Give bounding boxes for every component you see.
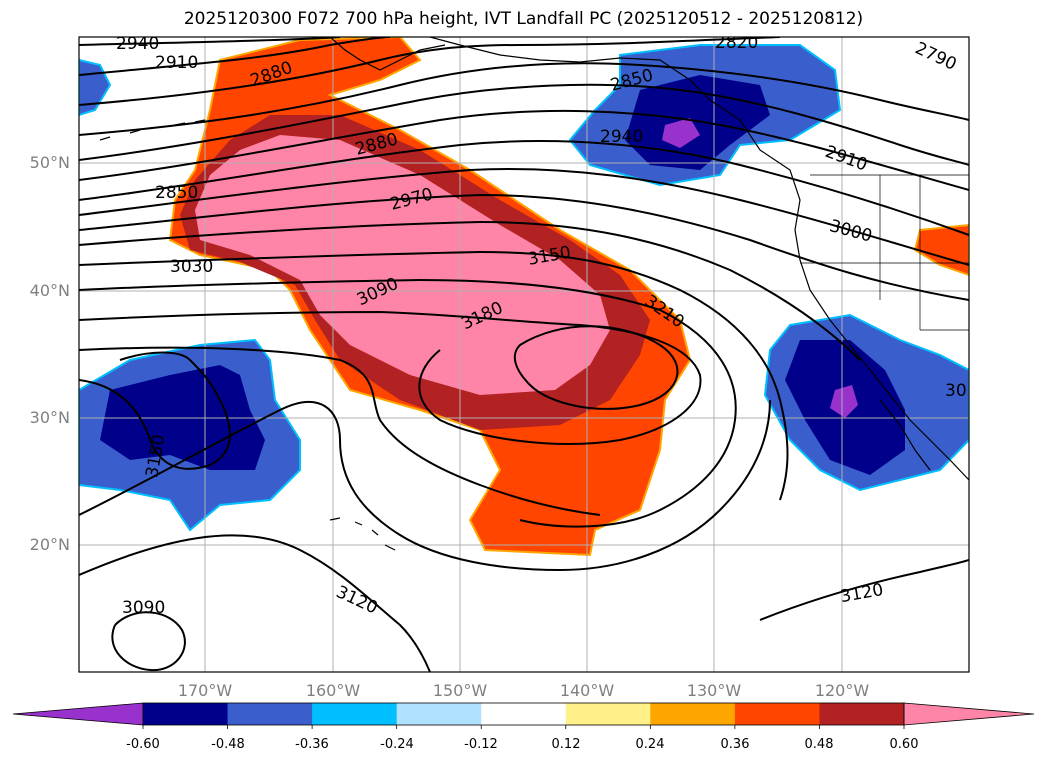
contour-label: 2940 <box>600 127 643 147</box>
map-panel: 2940 2910 2880 2820 2850 2790 2940 2880 … <box>79 33 969 672</box>
colorbar-segment <box>819 703 905 725</box>
lat-label: 30°N <box>29 408 70 427</box>
colorbar-tick-label: 0.60 <box>889 737 919 752</box>
colorbar-tick-label: 0.36 <box>720 737 750 752</box>
colorbar-segment <box>396 703 482 725</box>
height-contours <box>79 37 969 672</box>
lon-label: 150°W <box>432 681 488 700</box>
contour-label: 2850 <box>155 183 198 203</box>
lat-label: 40°N <box>29 281 70 300</box>
contour-label: 3030 <box>170 257 213 277</box>
lat-label: 50°N <box>29 153 70 172</box>
colorbar-tick-label: 0.48 <box>804 737 834 752</box>
colorbar-tick-label: -0.24 <box>380 737 414 752</box>
colorbar-tick-label: -0.12 <box>464 737 498 752</box>
colorbar-extend-left <box>12 702 144 726</box>
lon-label: 170°W <box>177 681 233 700</box>
colorbar-extend-right <box>903 702 1035 726</box>
colorbar-segment <box>481 703 567 725</box>
colorbar-tick-label: -0.60 <box>126 737 160 752</box>
colorbar-tick-label: -0.48 <box>211 737 245 752</box>
map-frame <box>78 36 970 673</box>
lon-label: 130°W <box>686 681 742 700</box>
colorbar-tick-label: 0.12 <box>551 737 581 752</box>
contour-label: 2910 <box>155 53 198 73</box>
lon-label: 160°W <box>305 681 361 700</box>
colorbar-segment <box>650 703 736 725</box>
lon-label: 120°W <box>814 681 870 700</box>
colorbar-segment <box>734 703 820 725</box>
contour-label: 2940 <box>116 34 159 54</box>
colorbar-segment <box>565 703 651 725</box>
figure-title: 2025120300 F072 700 hPa height, IVT Land… <box>183 9 864 29</box>
contour-label: 30 <box>945 381 967 401</box>
colorbar-tick-label: -0.36 <box>295 737 329 752</box>
contour-label: 2820 <box>715 33 758 53</box>
colorbar-segment <box>143 703 229 725</box>
colorbar-tick-label: 0.24 <box>635 737 665 752</box>
ivt-core-region <box>195 135 610 395</box>
coastlines <box>99 37 969 551</box>
colorbar-segment <box>312 703 398 725</box>
colorbar <box>12 702 1035 729</box>
contour-label: 3090 <box>122 598 165 618</box>
lon-label: 140°W <box>559 681 615 700</box>
colorbar-segment <box>227 703 313 725</box>
lat-label: 20°N <box>29 535 70 554</box>
